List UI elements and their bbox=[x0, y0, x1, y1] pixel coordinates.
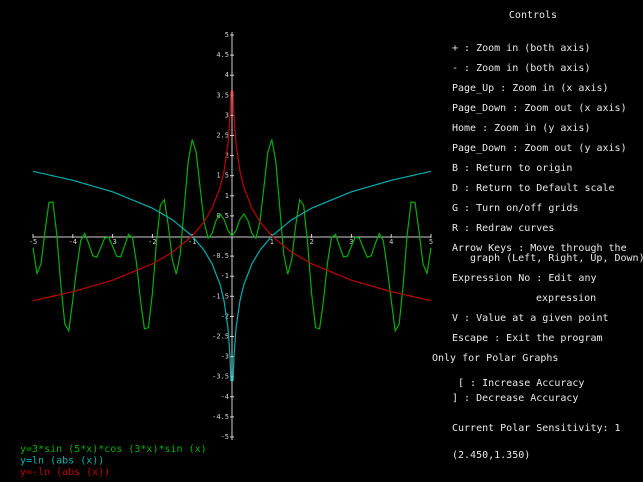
y-tick-label: -4 bbox=[221, 393, 229, 401]
control-item: Current Polar Sensitivity: 1 bbox=[452, 423, 621, 434]
control-item: Escape : Exit the program bbox=[452, 333, 603, 344]
control-item: Home : Zoom in (y axis) bbox=[452, 123, 590, 134]
y-tick-label: -3 bbox=[221, 353, 229, 361]
y-tick-label: -1.5 bbox=[212, 292, 229, 300]
control-item: Only for Polar Graphs bbox=[432, 353, 558, 364]
control-item: Page_Down : Zoom out (x axis) bbox=[452, 103, 627, 114]
x-tick-label: 2 bbox=[309, 238, 313, 246]
control-item: Expression No : Edit any bbox=[452, 273, 597, 284]
control-item: ] : Decrease Accuracy bbox=[452, 393, 578, 404]
y-tick-label: 2 bbox=[225, 152, 229, 160]
control-item: R : Redraw curves bbox=[452, 223, 554, 234]
legend-entry: y=3*sin (5*x)*cos (3*x)*sin (x) bbox=[20, 444, 207, 455]
curve bbox=[32, 90, 432, 302]
legend-entry: y=ln (abs (x)) bbox=[20, 456, 104, 467]
control-item: Page_Down : Zoom out (y axis) bbox=[452, 143, 627, 154]
control-item: - : Zoom in (both axis) bbox=[452, 63, 590, 74]
y-tick-label: 3 bbox=[225, 111, 229, 119]
control-item: G : Turn on/off grids bbox=[452, 203, 578, 214]
control-item: (2.450,1.350) bbox=[452, 450, 530, 461]
y-tick-label: -5 bbox=[221, 433, 229, 441]
y-tick-label: 3.5 bbox=[216, 91, 229, 99]
y-tick-label: 1 bbox=[225, 192, 229, 200]
control-item: Page_Up : Zoom in (x axis) bbox=[452, 83, 609, 94]
control-item: expression bbox=[536, 293, 596, 304]
y-tick-label: -1 bbox=[221, 272, 229, 280]
legend-entry: y=-ln (abs (x)) bbox=[20, 467, 110, 478]
curve bbox=[32, 139, 432, 333]
control-item: Arrow Keys : Move through the bbox=[452, 243, 627, 254]
x-tick-label: 4 bbox=[389, 238, 393, 246]
x-tick-label: 3 bbox=[349, 238, 353, 246]
y-tick-label: 2.5 bbox=[216, 132, 229, 140]
x-tick-label: 5 bbox=[429, 238, 433, 246]
control-item: B : Return to origin bbox=[452, 163, 572, 174]
x-tick-label: -4 bbox=[69, 238, 77, 246]
controls-title: Controls bbox=[509, 10, 557, 21]
control-item: V : Value at a given point bbox=[452, 313, 609, 324]
y-tick-label: 0.5 bbox=[216, 212, 229, 220]
x-tick-label: -2 bbox=[148, 238, 156, 246]
control-item: graph (Left, Right, Up, Down) bbox=[470, 253, 643, 264]
control-item: D : Return to Default scale bbox=[452, 183, 615, 194]
x-tick-label: 1 bbox=[270, 238, 274, 246]
x-tick-label: -1 bbox=[188, 238, 196, 246]
x-tick-label: -5 bbox=[29, 238, 37, 246]
x-tick-label: -3 bbox=[108, 238, 116, 246]
y-tick-label: -2 bbox=[221, 312, 229, 320]
curve bbox=[32, 170, 432, 382]
y-tick-label: 4.5 bbox=[216, 51, 229, 59]
y-tick-label: 5 bbox=[225, 31, 229, 39]
y-tick-label: -4.5 bbox=[212, 413, 229, 421]
y-tick-label: -0.5 bbox=[212, 252, 229, 260]
y-tick-label: -2.5 bbox=[212, 333, 229, 341]
y-tick-label: 4 bbox=[225, 71, 229, 79]
y-tick-label: -3.5 bbox=[212, 373, 229, 381]
control-item: [ : Increase Accuracy bbox=[458, 378, 584, 389]
control-item: + : Zoom in (both axis) bbox=[452, 43, 590, 54]
